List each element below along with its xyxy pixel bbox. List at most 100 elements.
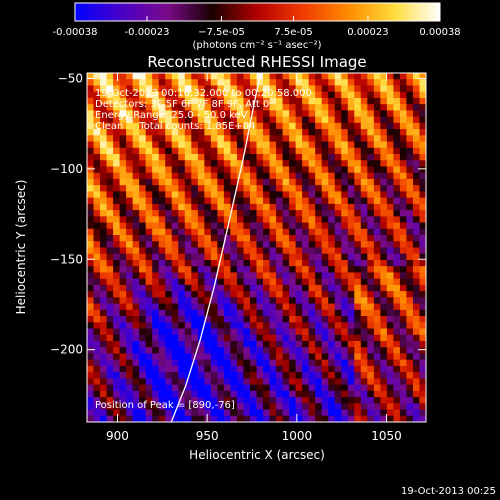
heatmap-cell: [308, 347, 316, 355]
heatmap-cell: [191, 372, 199, 379]
heatmap-cell: [223, 129, 232, 136]
heatmap-cell: [321, 235, 329, 242]
heatmap-cell: [100, 122, 108, 130]
heatmap-cell: [217, 278, 225, 286]
heatmap-cell: [132, 340, 140, 348]
heatmap-cell: [341, 116, 349, 124]
heatmap-cell: [197, 347, 205, 355]
heatmap-cell: [419, 166, 426, 174]
heatmap-cell: [243, 178, 251, 186]
heatmap-cell: [354, 328, 362, 336]
heatmap-cell: [393, 160, 401, 168]
heatmap-cell: [380, 397, 388, 404]
heatmap-cell: [334, 322, 342, 330]
heatmap-cell: [419, 390, 426, 398]
heatmap-cell: [132, 235, 140, 242]
heatmap-cell: [145, 235, 153, 242]
heatmap-cell: [354, 203, 362, 211]
y-tick-label: −100: [50, 162, 83, 176]
heatmap-cell: [321, 178, 329, 186]
heatmap-cell: [360, 415, 368, 422]
heatmap-cell: [282, 384, 290, 392]
heatmap-cell: [282, 316, 290, 323]
heatmap-cell: [269, 266, 277, 274]
heatmap-cell: [412, 384, 421, 392]
heatmap-cell: [178, 122, 186, 130]
heatmap-cell: [171, 378, 179, 386]
heatmap-cell: [308, 178, 316, 186]
heatmap-cell: [126, 390, 134, 398]
heatmap-cell: [223, 272, 232, 280]
heatmap-cell: [113, 166, 121, 174]
heatmap-cell: [412, 147, 421, 155]
heatmap-cell: [223, 197, 232, 205]
heatmap-cell: [132, 178, 140, 186]
heatmap-cell: [282, 390, 290, 398]
heatmap-cell: [321, 247, 329, 255]
heatmap-cell: [223, 185, 232, 193]
heatmap-cell: [106, 259, 114, 267]
heatmap-cell: [243, 241, 251, 249]
heatmap-cell: [223, 91, 232, 99]
heatmap-cell: [223, 228, 232, 236]
heatmap-cell: [217, 85, 225, 93]
heatmap-cell: [178, 372, 186, 379]
heatmap-cell: [386, 353, 394, 361]
heatmap-cell: [406, 334, 414, 342]
heatmap-cell: [386, 303, 394, 311]
heatmap-cell: [373, 353, 381, 361]
heatmap-cell: [347, 210, 355, 217]
heatmap-cell: [354, 135, 362, 143]
heatmap-cell: [347, 116, 355, 124]
heatmap-cell: [236, 97, 245, 105]
heatmap-cell: [171, 340, 179, 348]
heatmap-cell: [263, 415, 271, 422]
heatmap-cell: [321, 409, 329, 417]
heatmap-cell: [380, 272, 388, 280]
heatmap-cell: [282, 291, 290, 298]
heatmap-cell: [119, 116, 127, 124]
heatmap-cell: [295, 372, 303, 379]
heatmap-cell: [100, 328, 108, 336]
heatmap-cell: [315, 322, 323, 330]
heatmap-cell: [308, 415, 316, 422]
heatmap-cell: [367, 409, 375, 417]
heatmap-cell: [152, 384, 160, 392]
heatmap-cell: [184, 73, 192, 80]
heatmap-cell: [113, 79, 121, 87]
heatmap-cell: [158, 291, 166, 298]
heatmap-cell: [210, 154, 218, 161]
heatmap-cell: [158, 79, 166, 87]
heatmap-cell: [289, 259, 297, 267]
heatmap-cell: [223, 378, 232, 386]
heatmap-cell: [347, 247, 355, 255]
heatmap-cell: [412, 309, 421, 317]
heatmap-cell: [263, 266, 271, 274]
heatmap-cell: [100, 91, 108, 99]
heatmap-cell: [132, 303, 140, 311]
heatmap-cell: [399, 178, 408, 186]
heatmap-cell: [302, 104, 310, 111]
heatmap-cell: [223, 97, 232, 105]
heatmap-cell: [249, 303, 258, 311]
heatmap-cell: [406, 278, 414, 286]
heatmap-cell: [145, 110, 153, 118]
heatmap-cell: [87, 247, 95, 255]
heatmap-cell: [263, 403, 271, 411]
heatmap-cell: [256, 210, 264, 217]
heatmap-cell: [347, 122, 355, 130]
chart-title: Reconstructed RHESSI Image: [147, 53, 366, 71]
heatmap-cell: [347, 154, 355, 161]
heatmap-cell: [119, 141, 127, 149]
heatmap-cell: [165, 241, 173, 249]
heatmap-cell: [393, 216, 401, 224]
heatmap-cell: [412, 365, 421, 373]
heatmap-cell: [178, 241, 186, 249]
heatmap-cell: [171, 235, 179, 242]
heatmap-cell: [178, 353, 186, 361]
heatmap-cell: [302, 141, 310, 149]
heatmap-cell: [145, 104, 153, 111]
heatmap-cell: [152, 203, 160, 211]
heatmap-cell: [139, 97, 147, 105]
heatmap-cell: [393, 97, 401, 105]
